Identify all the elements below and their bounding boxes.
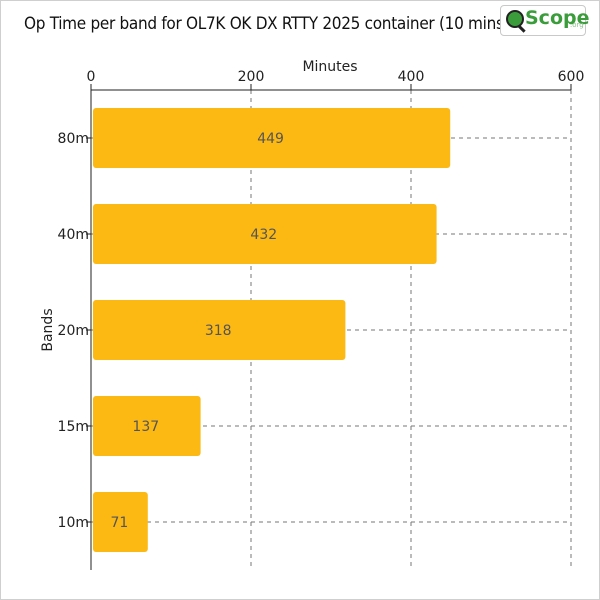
y-tick-label: 10m	[58, 515, 89, 531]
bar-value-label: 137	[132, 419, 159, 435]
x-axis-label: Minutes	[302, 59, 358, 75]
bar-value-label: 318	[205, 323, 232, 339]
y-tick-label: 20m	[58, 323, 89, 339]
axes: 0 200 400 600 80m 40m 20m 15m 10m	[58, 69, 585, 570]
x-tick-label: 200	[238, 69, 265, 85]
logo-text: Scope	[525, 7, 590, 29]
bar-20m	[93, 300, 346, 360]
bar-40m	[93, 204, 437, 264]
chart-title: Op Time per band for OL7K OK DX RTTY 202…	[24, 14, 518, 34]
logo-suffix: .org	[570, 21, 584, 29]
bar-80m	[93, 108, 451, 168]
scope-logo: Scope .org	[500, 5, 590, 36]
magnifier-icon	[506, 10, 524, 28]
y-tick-label: 15m	[58, 419, 89, 435]
bar-value-label: 449	[257, 131, 284, 147]
bar-10m	[93, 492, 148, 552]
y-tick-label: 80m	[58, 131, 89, 147]
x-tick-label: 400	[398, 69, 425, 85]
bar-15m	[93, 396, 201, 456]
x-tick-label: 600	[558, 69, 585, 85]
x-tick-label: 0	[87, 69, 96, 85]
bar-value-label: 71	[110, 515, 128, 531]
bar-value-label: 432	[250, 227, 277, 243]
y-tick-label: 40m	[58, 227, 89, 243]
bars: 449 432 318 137 71	[93, 108, 451, 552]
